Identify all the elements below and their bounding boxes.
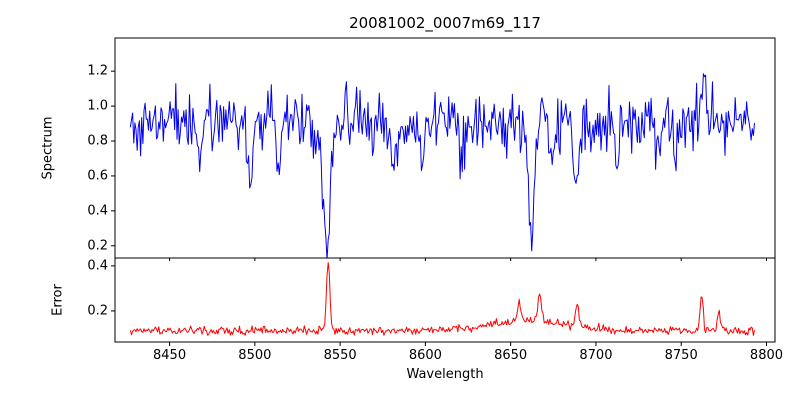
x-tick-label: 8550 [323, 348, 357, 363]
error-line [129, 262, 755, 336]
y-tick-label: 0.2 [87, 303, 108, 319]
y-tick-label: 0.8 [87, 133, 108, 149]
x-tick-label: 8650 [494, 348, 528, 363]
y-tick-label: 0.2 [87, 238, 108, 254]
y-tick-label: 1.2 [87, 63, 108, 79]
x-tick-label: 8500 [238, 348, 272, 363]
wavelength-axis-label: Wavelength [406, 367, 484, 382]
x-tick-label: 8800 [749, 348, 784, 363]
x-tick-label: 8450 [153, 348, 187, 363]
y-tick-label: 0.4 [87, 203, 108, 219]
y-tick-label: 0.4 [87, 258, 108, 274]
spectrum-line [129, 73, 755, 258]
x-tick-label: 8700 [579, 348, 613, 363]
y-tick-label: 1.0 [87, 98, 108, 114]
x-tick-label: 8750 [664, 348, 698, 363]
chart-title: 20081002_0007m69_117 [349, 14, 541, 32]
x-tick-label: 8600 [408, 348, 442, 363]
y-tick-label: 0.6 [87, 168, 108, 184]
